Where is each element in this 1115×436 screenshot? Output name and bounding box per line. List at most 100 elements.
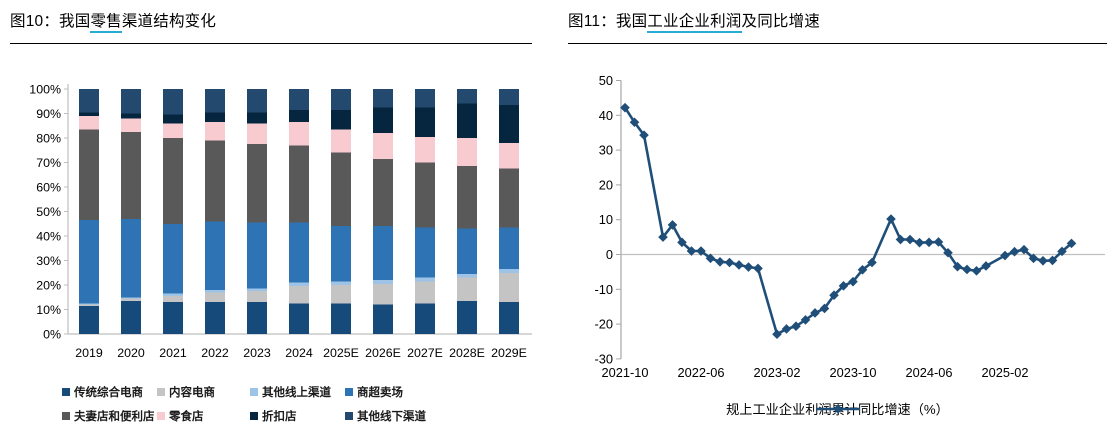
bar-segment	[247, 288, 267, 292]
bar-segment	[499, 272, 519, 303]
legend-diamond-icon	[832, 403, 843, 414]
legend-label: 其他线下渠道	[357, 411, 426, 423]
data-point-marker	[1066, 238, 1077, 249]
legend-item: 其他线上渠道	[250, 384, 345, 400]
y-tick-label: 30%	[36, 254, 61, 268]
data-point-marker	[781, 324, 792, 334]
bar-segment	[289, 303, 309, 334]
data-point-marker	[962, 264, 972, 275]
x-tick-label: 2022-06	[678, 365, 725, 380]
bar-segment	[457, 103, 477, 138]
legend-label: 折扣店	[262, 411, 297, 423]
bar-segment	[289, 282, 309, 287]
y-tick-label: 50%	[36, 205, 61, 219]
legend-item: 商超卖场	[345, 384, 426, 400]
data-point-marker	[743, 262, 754, 272]
bar-segment	[499, 269, 519, 273]
legend-label: 其他线上渠道	[262, 387, 331, 399]
bar-segment	[247, 123, 267, 145]
bar-segment	[247, 112, 267, 124]
bar-segment	[121, 218, 141, 298]
x-tick-label: 2021-10	[602, 365, 649, 380]
bar-segment	[121, 298, 141, 301]
bar-segment	[415, 227, 435, 278]
data-point-marker	[886, 214, 896, 224]
category-label: 2023	[243, 346, 271, 360]
bar-segment	[373, 107, 393, 134]
category-label: 2026E	[365, 346, 401, 360]
legend-item: 零食店	[157, 408, 250, 424]
y-tick-label: 10	[599, 212, 613, 227]
y-tick-label: 90%	[36, 107, 61, 121]
bar-segment	[457, 273, 477, 278]
bar-segment	[163, 89, 183, 115]
bar-segment	[499, 89, 519, 105]
y-tick-label: -30	[595, 351, 614, 366]
legend-line-marker	[815, 403, 860, 414]
data-point-marker	[895, 234, 906, 245]
bar-segment	[289, 145, 309, 223]
data-point-marker	[971, 266, 982, 276]
figure10-title: 图10：我国零售渠道结构变化	[10, 9, 217, 33]
y-tick-label: 100%	[29, 82, 61, 96]
legend-swatch	[62, 388, 70, 396]
figure10-title-prefix: 图10：我国	[10, 13, 91, 30]
bar-segment	[79, 112, 99, 116]
bar-segment	[373, 280, 393, 284]
bar-segment	[373, 304, 393, 334]
bar-segment	[289, 109, 309, 123]
category-label: 2029E	[491, 346, 527, 360]
figure11-title-suffix: 及同比增速	[741, 13, 821, 30]
bars-group	[79, 89, 519, 334]
bar-segment	[163, 114, 183, 124]
data-point-marker	[905, 234, 915, 245]
legend-swatch	[157, 412, 165, 420]
bar-segment	[499, 168, 519, 228]
bar-segment	[415, 303, 435, 334]
bar-segment	[331, 285, 351, 304]
legend-item: 其他线下渠道	[345, 408, 426, 424]
stacked-bar-chart: 0% 10% 20% 30% 40% 50% 60% 70% 80% 90% 100% 2019 202…	[29, 82, 532, 360]
bar-segment	[163, 138, 183, 224]
data-point-marker	[1000, 250, 1010, 261]
bar-segment	[247, 302, 267, 334]
bar-segment	[163, 223, 183, 294]
bar-segment	[79, 115, 99, 130]
bar-segment	[289, 89, 309, 110]
bar-segment	[247, 89, 267, 113]
bar-segment	[331, 129, 351, 153]
data-point-marker	[772, 329, 782, 339]
data-point-marker	[715, 257, 725, 267]
bar-segment	[457, 166, 477, 229]
bar-segment	[247, 291, 267, 303]
bar-segment	[373, 89, 393, 108]
legend-label: 传统综合电商	[74, 387, 143, 399]
y-tick-label: 10%	[36, 303, 61, 317]
category-label: 2022	[201, 346, 229, 360]
legend-swatch	[157, 388, 165, 396]
bar-segment	[79, 304, 99, 306]
legend-swatch	[345, 388, 353, 396]
bar-segment	[331, 303, 351, 334]
bar-segment	[457, 300, 477, 334]
bar-segment	[457, 138, 477, 167]
category-label: 2024	[285, 346, 313, 360]
bar-segment	[121, 300, 141, 334]
bar-segment	[331, 226, 351, 282]
legend-item: 折扣店	[250, 408, 345, 424]
x-tick-label: 2024-06	[906, 365, 953, 380]
bar-segment	[457, 89, 477, 104]
profit-growth-line	[623, 106, 1073, 336]
bar-segment	[205, 289, 225, 293]
data-point-marker	[933, 237, 944, 247]
figure10-title-suffix: 渠道结构变化	[121, 13, 217, 30]
figure11-legend: 规上工业企业利润累计同比增速（%）	[568, 399, 1107, 418]
bar-segment	[289, 286, 309, 304]
bar-segment	[163, 123, 183, 138]
legend-label: 夫妻店和便利店	[74, 411, 155, 423]
figure10-legend: 传统综合电商 内容电商 其他线上渠道 商超卖场 夫妻店和便利店 零食店 折扣店 …	[62, 384, 426, 424]
bar-segment	[457, 228, 477, 274]
bar-segment	[289, 122, 309, 146]
legend-item: 内容电商	[157, 384, 250, 400]
